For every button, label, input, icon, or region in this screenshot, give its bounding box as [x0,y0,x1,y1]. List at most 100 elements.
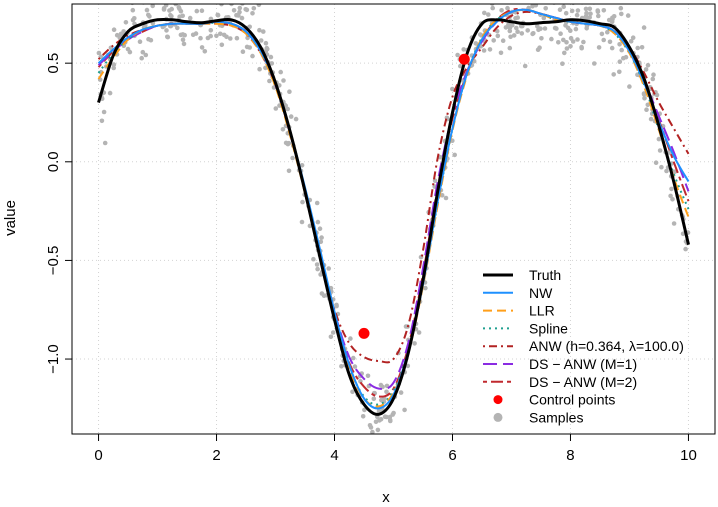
sample-point [198,35,203,41]
sample-point [653,160,659,165]
sample-point [268,54,274,60]
sample-point [219,4,224,7]
sample-point [264,45,270,51]
sample-point [228,36,233,41]
sample-point [618,5,624,11]
sample-point [450,86,455,92]
legend-label: LLR [529,303,555,319]
sample-point [173,4,178,7]
sample-point [391,410,396,416]
sample-point [267,78,272,84]
sample-point [202,49,208,54]
sample-point [99,118,105,124]
sample-point [384,414,389,420]
sample-point [123,20,129,25]
y-tick-label: 0.5 [45,53,62,74]
sample-point [508,34,513,40]
sample-point [500,0,505,4]
sample-point [229,4,234,7]
sample-point [670,197,675,202]
sample-point [664,168,669,174]
sample-point [199,45,205,50]
sample-point [362,407,367,413]
sample-point [499,8,504,13]
sample-point [583,6,589,12]
sample-point [300,199,305,205]
sample-point [599,31,605,37]
sample-point [98,54,104,60]
sample-point [198,0,203,1]
y-axis: −1.0 −0.5 0.0 0.5 [45,53,72,374]
sample-point [278,69,284,75]
sample-point [542,26,548,31]
sample-point [96,50,102,56]
sample-point [257,27,262,33]
sample-point [595,8,600,13]
sample-point [132,15,137,21]
sample-point [416,330,422,335]
sample-point [611,72,616,77]
sample-point [645,102,651,108]
sample-point [169,6,174,12]
sample-point [177,14,182,19]
sample-point [562,0,567,3]
sample-point [137,39,143,44]
series-layer [97,8,690,416]
sample-point [561,37,566,43]
sample-point [642,96,647,101]
sample-point [319,291,325,296]
sample-point [237,5,243,11]
sample-point [548,0,553,2]
sample-point [596,13,601,19]
sample-point [244,7,250,13]
sample-point [143,52,149,58]
sample-point [352,364,358,369]
x-axis: 0 2 4 6 8 10 [94,434,697,464]
series-line-4 [97,10,690,364]
sample-point [596,45,602,50]
sample-point [473,41,479,46]
sample-point [384,389,389,395]
sample-point [165,34,170,40]
sample-point [281,78,286,83]
x-tick-label: 6 [448,447,456,464]
sample-point [251,6,257,11]
sample-point [199,8,205,13]
x-tick-label: 8 [566,447,574,464]
sample-point [537,45,542,50]
sample-point [236,13,241,18]
sample-point [273,106,279,111]
sample-point [562,50,567,56]
sample-point [514,25,519,31]
sample-point [102,140,108,146]
sample-point [587,15,592,20]
sample-point [193,31,199,36]
sample-point [628,39,634,44]
sample-point [180,32,186,37]
sample-point [522,63,528,69]
sample-point [461,47,467,52]
sample-point [175,25,180,31]
sample-point [111,27,117,32]
sample-point [150,4,155,9]
sample-point [205,35,211,41]
x-tick-label: 0 [94,447,102,464]
sample-point [561,4,566,10]
sample-point [672,169,677,175]
sample-point [208,28,214,33]
sample-point [668,193,673,199]
sample-point [507,28,513,34]
sample-point [669,186,674,192]
sample-point [565,25,571,31]
sample-point [683,246,688,252]
sample-point [592,61,597,66]
sample-point [379,443,384,448]
sample-point [594,0,599,2]
control-points-layer [358,53,470,339]
sample-point [334,303,339,309]
sample-point [286,140,292,146]
sample-point [234,35,240,41]
sample-point [317,226,323,231]
sample-point [569,8,575,14]
sample-point [482,10,487,16]
